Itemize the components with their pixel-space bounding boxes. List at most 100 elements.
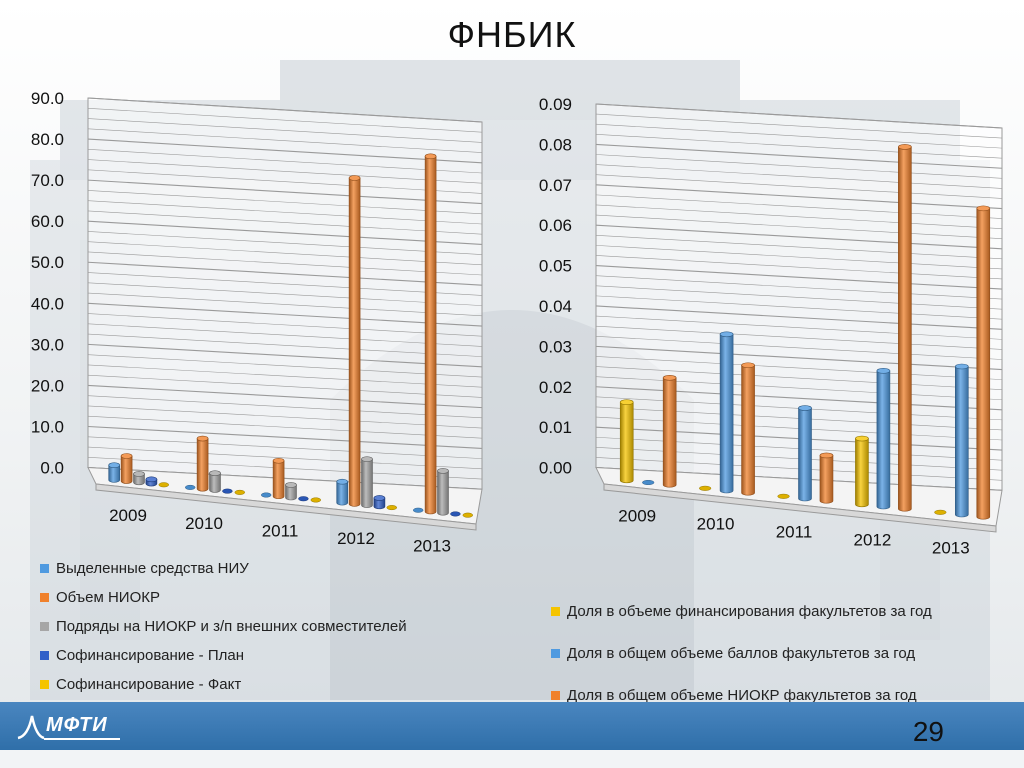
right-chart-legend: Доля в объеме финансирования факультетов… [551,590,932,716]
page-number: 29 [912,716,944,747]
bar-left-2010-1 [185,484,196,490]
gridline [595,356,1003,380]
bar-left-2013-4 [450,511,461,517]
legend-swatch [551,606,560,616]
mfti-logo-icon [17,715,120,740]
logo-text: МФТИ [46,714,108,736]
gridline [87,128,483,153]
y-tick-label: 0.07 [539,176,572,195]
y-tick-label: 0.0 [40,459,64,478]
x-tick-label: 2012 [853,530,891,549]
legend-label: Доля в общем объеме НИОКР факультетов за… [567,686,917,704]
gridline [595,305,1003,330]
gridline [87,138,483,164]
legend-swatch [40,593,49,602]
y-tick-label: 40.0 [31,294,64,313]
x-tick-label: 2010 [697,514,735,533]
bar-left-2011-5 [310,497,321,503]
bar-right-2012-3 [898,144,912,512]
gridline [87,333,483,357]
bar-left-2011-2 [272,457,285,500]
y-tick-label: 50.0 [31,253,64,272]
gridline [595,366,1003,390]
legend-label: Подряды на НИОКР и з/п внешних совместит… [56,618,407,635]
bar-left-2010-5 [234,489,246,495]
gridline [595,123,1003,149]
y-tick-label: 0.09 [539,95,572,114]
bar-right-2013-3 [976,205,991,520]
legend-item: Доля в объеме финансирования факультетов… [551,590,932,632]
y-tick-label: 0.03 [539,337,572,356]
footer-bar [0,702,1024,750]
gridline [87,446,483,470]
chart-left-wall [87,97,483,490]
bar-right-2011-2 [798,405,812,502]
gridline [595,245,1003,270]
legend-swatch [40,622,49,631]
bar-left-2012-1 [336,478,349,506]
gridline [87,323,483,347]
bar-right-2009-3 [662,375,677,488]
bar-left-2012-3 [361,456,373,508]
bar-left-2010-2 [196,435,209,492]
bar-left-2013-1 [413,507,424,513]
gridline [595,113,1003,139]
legend-label: Выделенные средства НИУ [56,560,249,577]
gridline [87,220,483,245]
x-tick-label: 2013 [413,537,451,556]
gridline [87,118,483,143]
gridline [595,345,1003,371]
bar-right-2012-2 [876,368,891,510]
y-tick-label: 0.00 [539,459,572,478]
legend-item: Подряды на НИОКР и з/п внешних совместит… [40,612,407,641]
bar-left-2009-1 [108,462,120,483]
gridline [87,405,483,429]
gridline [595,194,1003,219]
gridline [87,169,483,194]
gridline [87,159,483,184]
gridline [595,143,1003,169]
bar-left-2010-4 [222,488,233,494]
gridline [595,184,1003,210]
y-tick-label: 0.04 [539,297,572,316]
legend-item: Доля в общем объеме НИОКР факультетов за… [551,674,932,716]
y-tick-label: 20.0 [31,376,64,395]
x-tick-label: 2011 [262,521,299,540]
gridline [87,210,483,235]
bar-left-2011-4 [298,496,309,502]
y-tick-label: 0.06 [539,216,572,235]
x-tick-label: 2013 [932,538,970,557]
gridline [87,261,483,286]
gridline [595,335,1003,360]
y-tick-label: 0.01 [539,418,572,437]
gridline [595,154,1003,179]
bar-left-2013-2 [424,153,437,515]
gridline [87,313,483,337]
y-tick-label: 0.08 [539,135,572,154]
bar-left-2010-3 [209,470,221,493]
y-tick-label: 0.02 [539,378,572,397]
legend-swatch [40,651,49,660]
gridline [87,384,483,409]
x-tick-label: 2009 [109,506,147,525]
gridline [595,285,1003,310]
y-tick-label: 80.0 [31,130,64,149]
bar-right-2009-2 [642,480,655,486]
gridline [595,164,1003,189]
gridline [595,224,1003,250]
bar-right-2013-1 [934,509,947,515]
y-tick-label: 70.0 [31,171,64,190]
gridline [595,325,1003,350]
bar-right-2009-1 [619,399,634,484]
legend-item: Доля в общем объеме баллов факультетов з… [551,632,932,674]
legend-item: Выделенные средства НИУ [40,554,407,583]
bar-right-2013-2 [954,363,969,518]
x-tick-label: 2011 [776,522,813,541]
gridline [87,415,483,439]
gridline [595,214,1003,240]
bar-left-2012-5 [386,505,397,511]
gridline [595,255,1003,280]
gridline [87,251,483,276]
gridline [87,302,483,327]
legend-label: Софинансирование - Факт [56,676,242,693]
